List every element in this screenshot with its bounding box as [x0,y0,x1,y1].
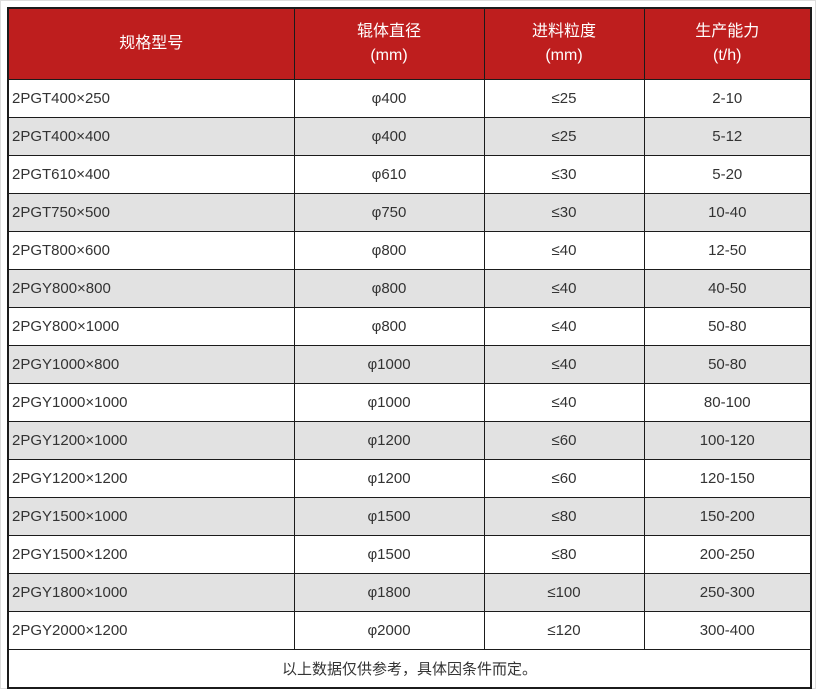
column-header-roller-diameter: 辊体直径 (mm) [293,7,485,80]
model-cell: 2PGY800×1000 [7,307,295,346]
model-cell: 2PGY1000×800 [7,345,295,384]
footnote: 以上数据仅供参考，具体因条件而定。 [7,649,812,689]
value-cell: 40-50 [643,269,812,308]
column-header-unit: (mm) [545,47,583,64]
value-cell: 12-50 [643,231,812,270]
value-cell: φ750 [293,193,485,232]
table-row: 2PGY1200×1200 φ1200 ≤60 120-150 [7,459,812,498]
table-row: 2PGY1800×1000 φ1800 ≤100 250-300 [7,573,812,612]
table-row: 2PGY1500×1200 φ1500 ≤80 200-250 [7,535,812,574]
value-cell: 100-120 [643,421,812,460]
value-cell: 250-300 [643,573,812,612]
table-row: 2PGY800×1000 φ800 ≤40 50-80 [7,307,812,346]
model-cell: 2PGY1200×1000 [7,421,295,460]
value-cell: 150-200 [643,497,812,536]
column-header-unit: (t/h) [713,47,742,64]
value-cell: 80-100 [643,383,812,422]
footnote-row: 以上数据仅供参考，具体因条件而定。 [7,649,812,689]
model-cell: 2PGY1200×1200 [7,459,295,498]
value-cell: 5-20 [643,155,812,194]
model-cell: 2PGT610×400 [7,155,295,194]
value-cell: ≤80 [483,497,645,536]
table-row: 2PGT610×400 φ610 ≤30 5-20 [7,155,812,194]
value-cell: 120-150 [643,459,812,498]
model-cell: 2PGY2000×1200 [7,611,295,650]
header-row: 规格型号 辊体直径 (mm) 进料粒度 (mm) 生产能力 (t/h) [7,7,812,80]
column-header-label: 生产能力 [695,23,760,40]
value-cell: 50-80 [643,307,812,346]
value-cell: φ1800 [293,573,485,612]
value-cell: φ1200 [293,459,485,498]
column-header-feed-size: 进料粒度 (mm) [483,7,645,80]
table-row: 2PGY1500×1000 φ1500 ≤80 150-200 [7,497,812,536]
value-cell: ≤30 [483,155,645,194]
value-cell: φ2000 [293,611,485,650]
column-header-label: 辊体直径 [356,23,421,40]
table-header: 规格型号 辊体直径 (mm) 进料粒度 (mm) 生产能力 (t/h) [7,7,812,80]
table-body: 2PGT400×250 φ400 ≤25 2-10 2PGT400×400 φ400 ≤25… [7,79,812,650]
table-row: 2PGY1000×800 φ1000 ≤40 50-80 [7,345,812,384]
value-cell: ≤40 [483,231,645,270]
value-cell: φ800 [293,269,485,308]
value-cell: φ1200 [293,421,485,460]
value-cell: 200-250 [643,535,812,574]
value-cell: ≤25 [483,117,645,156]
value-cell: 50-80 [643,345,812,384]
value-cell: φ400 [293,79,485,118]
value-cell: ≤30 [483,193,645,232]
value-cell: ≤60 [483,421,645,460]
table-row: 2PGT800×600 φ800 ≤40 12-50 [7,231,812,270]
value-cell: φ800 [293,307,485,346]
table-row: 2PGY2000×1200 φ2000 ≤120 300-400 [7,611,812,650]
value-cell: ≤60 [483,459,645,498]
table-row: 2PGT400×250 φ400 ≤25 2-10 [7,79,812,118]
column-header-label: 进料粒度 [531,23,596,40]
value-cell: ≤40 [483,345,645,384]
column-header-unit: (mm) [370,47,408,64]
value-cell: φ1500 [293,535,485,574]
column-header-model: 规格型号 [7,7,295,80]
value-cell: φ800 [293,231,485,270]
table-row: 2PGY1000×1000 φ1000 ≤40 80-100 [7,383,812,422]
table-footer: 以上数据仅供参考，具体因条件而定。 [7,649,812,689]
value-cell: 2-10 [643,79,812,118]
value-cell: φ1500 [293,497,485,536]
spec-table: 规格型号 辊体直径 (mm) 进料粒度 (mm) 生产能力 (t/h) 2PGT… [7,7,812,689]
value-cell: ≤40 [483,269,645,308]
value-cell: ≤25 [483,79,645,118]
model-cell: 2PGY1000×1000 [7,383,295,422]
column-header-capacity: 生产能力 (t/h) [643,7,812,80]
value-cell: ≤80 [483,535,645,574]
value-cell: ≤40 [483,307,645,346]
model-cell: 2PGY800×800 [7,269,295,308]
value-cell: φ1000 [293,383,485,422]
model-cell: 2PGT750×500 [7,193,295,232]
model-cell: 2PGY1500×1200 [7,535,295,574]
model-cell: 2PGT800×600 [7,231,295,270]
value-cell: φ610 [293,155,485,194]
table-row: 2PGY1200×1000 φ1200 ≤60 100-120 [7,421,812,460]
value-cell: ≤40 [483,383,645,422]
value-cell: 10-40 [643,193,812,232]
value-cell: 300-400 [643,611,812,650]
table-row: 2PGT400×400 φ400 ≤25 5-12 [7,117,812,156]
model-cell: 2PGY1800×1000 [7,573,295,612]
model-cell: 2PGY1500×1000 [7,497,295,536]
value-cell: ≤120 [483,611,645,650]
table-row: 2PGT750×500 φ750 ≤30 10-40 [7,193,812,232]
value-cell: ≤100 [483,573,645,612]
value-cell: φ400 [293,117,485,156]
table-row: 2PGY800×800 φ800 ≤40 40-50 [7,269,812,308]
value-cell: φ1000 [293,345,485,384]
model-cell: 2PGT400×400 [7,117,295,156]
model-cell: 2PGT400×250 [7,79,295,118]
value-cell: 5-12 [643,117,812,156]
column-header-label: 规格型号 [119,35,184,52]
